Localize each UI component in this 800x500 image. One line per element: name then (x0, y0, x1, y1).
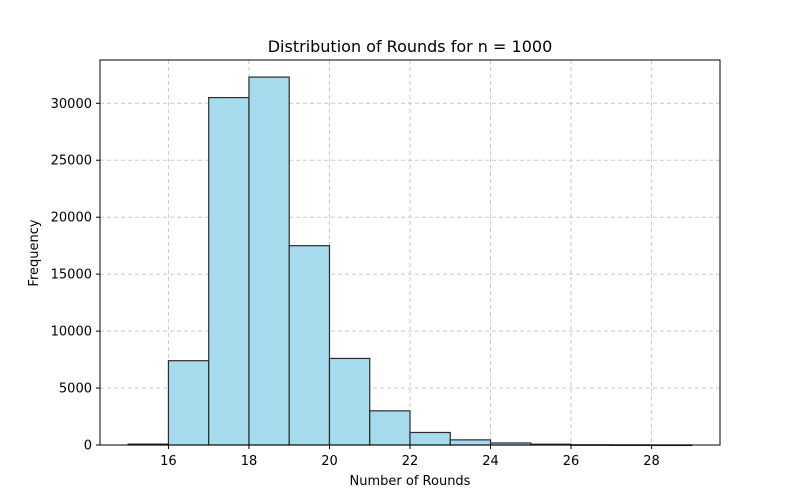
histogram-bar (449, 439, 492, 446)
y-axis-title: Frequency (27, 219, 42, 286)
x-tick-label: 24 (482, 454, 499, 469)
chart-title: Distribution of Rounds for n = 1000 (268, 37, 553, 56)
x-tick-label: 18 (241, 454, 258, 469)
x-tick-label: 20 (321, 454, 338, 469)
x-axis-title: Number of Rounds (350, 474, 471, 489)
x-tick-label: 22 (402, 454, 419, 469)
y-tick-label: 15000 (51, 268, 92, 283)
bars-layer (127, 76, 693, 447)
y-tick-label: 30000 (51, 97, 92, 112)
x-tick-label: 16 (160, 454, 177, 469)
y-tick-label: 0 (84, 439, 92, 454)
y-tick-label: 5000 (59, 382, 92, 397)
y-tick-label: 25000 (51, 154, 92, 169)
histogram-bar (288, 245, 331, 446)
histogram-bar (248, 76, 290, 446)
x-tick-label: 28 (643, 454, 660, 469)
x-tick-label: 26 (563, 454, 580, 469)
histogram-bar (369, 410, 411, 446)
y-tick-label: 20000 (51, 211, 92, 226)
y-axis-ticks: 0 5000 10000 15000 20000 25000 30000 (51, 97, 100, 454)
histogram-bar (208, 96, 250, 446)
histogram-bar (167, 360, 210, 446)
y-tick-label: 10000 (51, 325, 92, 340)
x-axis-ticks: 16 18 20 22 24 26 28 (160, 445, 660, 469)
histogram-bar (328, 357, 371, 446)
histogram-bar (409, 431, 451, 446)
